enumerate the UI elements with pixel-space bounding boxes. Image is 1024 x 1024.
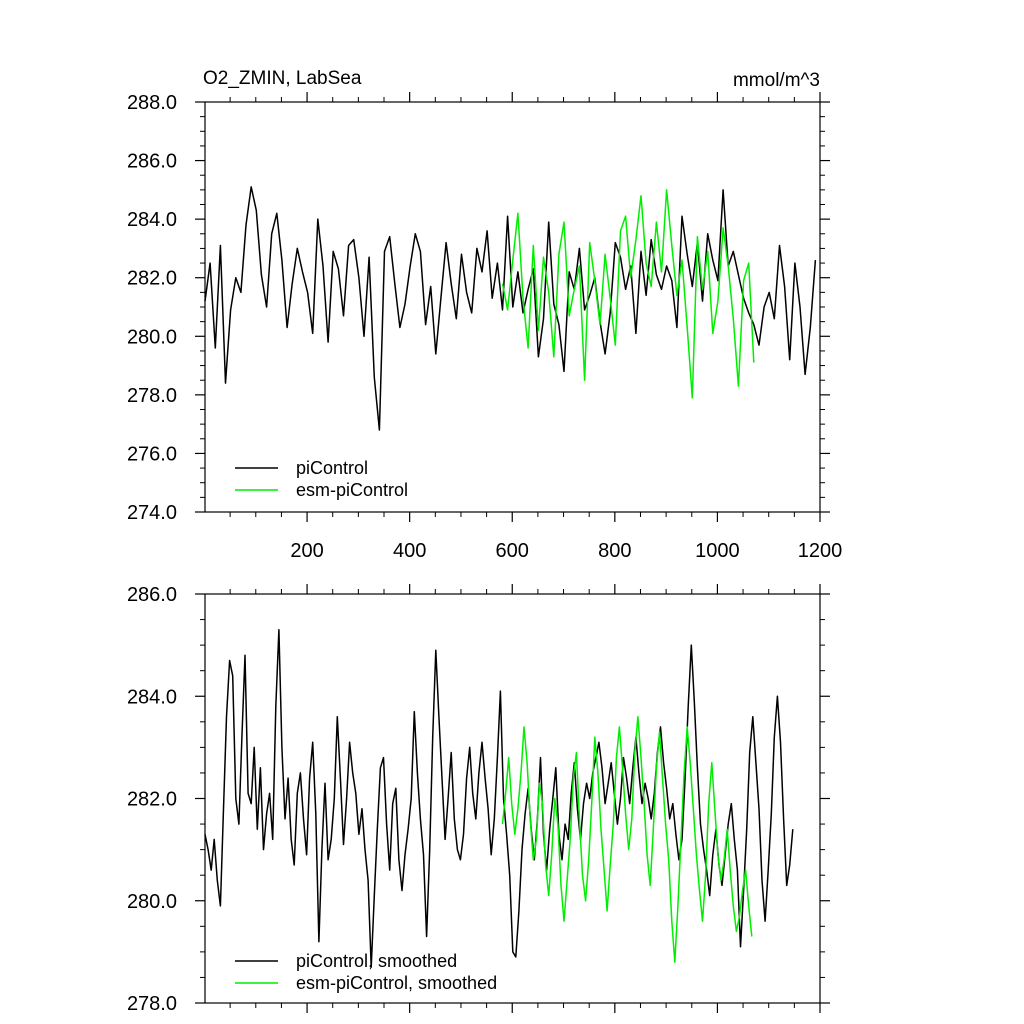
x-tick-label: 800: [598, 540, 631, 562]
y-tick-label: 288.0: [127, 92, 177, 114]
y-tick-label: 286.0: [127, 151, 177, 173]
panel-title-left: O2_ZMIN, LabSea: [203, 68, 362, 89]
x-tick-label: 200: [290, 540, 323, 562]
bottom-panel-series: [204, 629, 794, 968]
series-line-esm-picontrol: [501, 189, 755, 399]
y-tick-label: 280.0: [127, 326, 177, 348]
bottom-panel-legend: piControl, smoothed esm-piControl, smoot…: [235, 951, 497, 993]
panel-title-units: mmol/m^3: [733, 70, 820, 91]
x-tick-label: 600: [496, 540, 529, 562]
y-tick-label: 274.0: [127, 502, 177, 524]
legend-label-esm-picontrol: esm-piControl: [296, 480, 408, 500]
y-tick-label: 276.0: [127, 443, 177, 465]
x-tick-label: 400: [393, 540, 426, 562]
bottom-panel-axes: 278.0 280.0 282.0 284.0 286.0: [127, 584, 830, 1015]
y-tick-label: 282.0: [127, 268, 177, 290]
x-tick-label: 1000: [695, 540, 740, 562]
bottom-panel: 278.0 280.0 282.0 284.0 286.0 piControl, smo…: [127, 584, 830, 1015]
legend-label-esm-picontrol-smoothed: esm-piControl, smoothed: [296, 973, 497, 993]
top-panel: O2_ZMIN, LabSea mmol/m^3 200 400 600 800 100…: [127, 68, 842, 562]
y-tick-label: 280.0: [127, 891, 177, 913]
series-line-picontrol-smoothed: [204, 629, 794, 968]
top-panel-axes: 200 400 600 800 1000 1200 274.0 276.0 278.0 280.0…: [127, 92, 842, 562]
series-line-esm-picontrol-smoothed: [501, 715, 753, 963]
top-panel-series: [204, 186, 817, 431]
y-tick-label: 286.0: [127, 584, 177, 606]
y-tick-label: 282.0: [127, 789, 177, 811]
y-tick-label: 278.0: [127, 385, 177, 407]
x-tick-label: 1200: [798, 540, 843, 562]
top-panel-legend: piControl esm-piControl: [235, 458, 408, 500]
series-line-picontrol: [204, 186, 817, 431]
y-tick-label: 284.0: [127, 209, 177, 231]
legend-label-picontrol: piControl: [296, 458, 368, 478]
y-tick-label: 284.0: [127, 686, 177, 708]
y-tick-label: 278.0: [127, 993, 177, 1015]
legend-label-picontrol-smoothed: piControl, smoothed: [296, 951, 457, 971]
